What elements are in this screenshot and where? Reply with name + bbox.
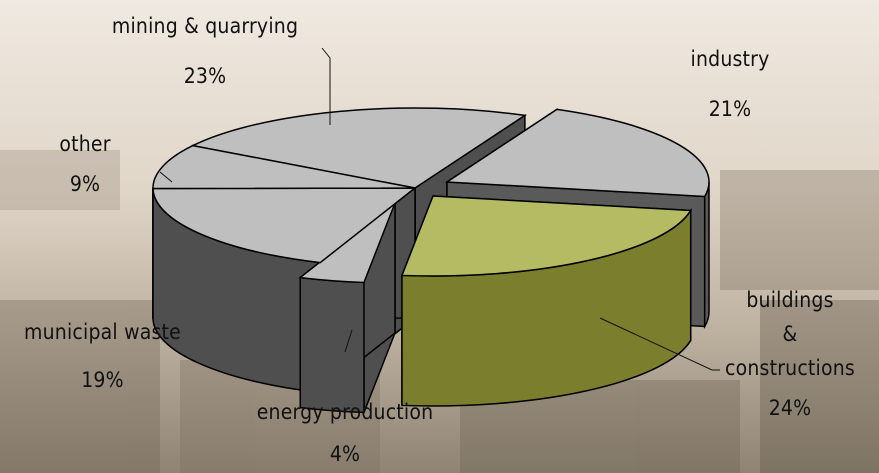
pie-tops xyxy=(152,107,710,284)
pie-slice xyxy=(400,195,692,277)
slice-value: 9% xyxy=(69,172,101,196)
slice-value: 19% xyxy=(81,368,124,392)
slice-label-municipal-waste: municipal waste 19% xyxy=(0,318,205,394)
slice-name: municipal waste xyxy=(24,320,181,344)
pie-slice xyxy=(190,107,527,189)
slice-name: mining & quarrying xyxy=(111,14,299,38)
pie-slice xyxy=(152,144,416,190)
slice-label-industry: industry 21% xyxy=(650,45,810,123)
slice-label-mining-quarrying: mining & quarrying 23% xyxy=(60,12,350,90)
slice-name: other xyxy=(59,132,111,156)
slice-name-line1: buildings xyxy=(746,288,834,312)
slice-outer-wall xyxy=(299,276,365,414)
slice-label-energy-production: energy production 4% xyxy=(215,398,475,468)
slice-label-buildings-constructions: buildings & constructions 24% xyxy=(705,283,875,425)
slice-name-line2: & xyxy=(782,322,798,346)
leader-buildings xyxy=(599,317,720,371)
slice-value: 21% xyxy=(708,97,752,121)
leader-mining xyxy=(321,47,331,125)
leader-other xyxy=(159,171,173,183)
slice-label-other: other 9% xyxy=(40,130,130,198)
slice-name: industry xyxy=(690,47,770,71)
slice-value: 23% xyxy=(183,64,227,88)
pie-slice xyxy=(444,108,710,198)
pie-slice xyxy=(152,187,418,264)
slice-value: 24% xyxy=(768,396,812,420)
slice-name-line3: constructions xyxy=(725,356,855,380)
slice-name: energy production xyxy=(256,400,434,424)
leader-energy xyxy=(344,329,353,353)
slice-value: 4% xyxy=(329,442,361,466)
